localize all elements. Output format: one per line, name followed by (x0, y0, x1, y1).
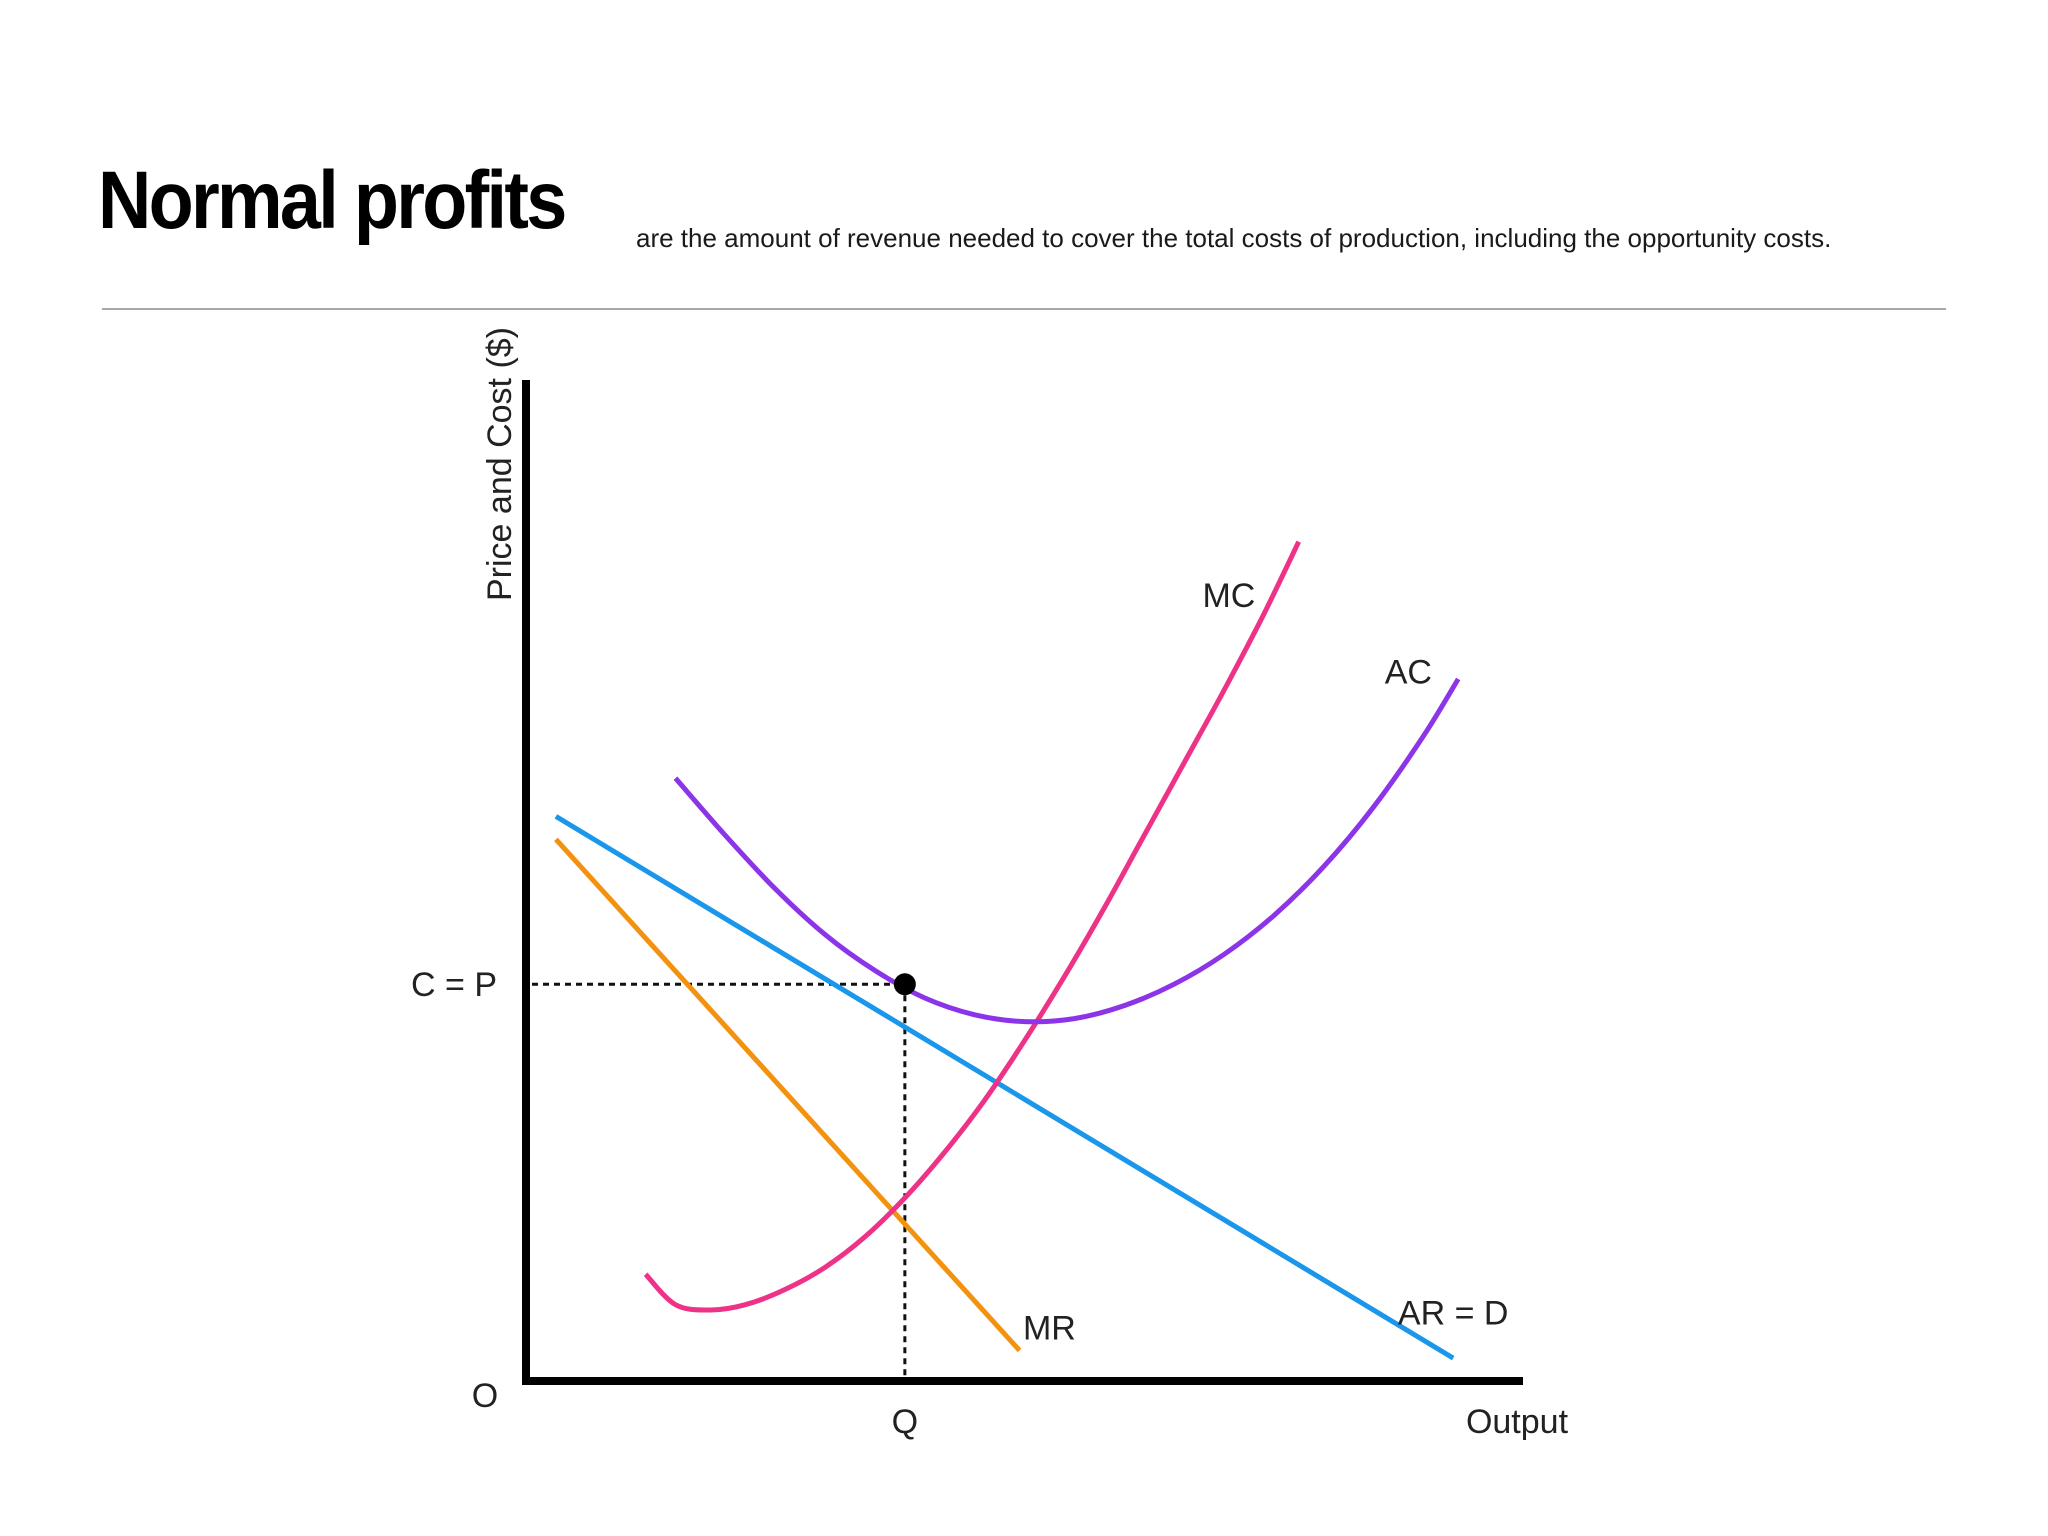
curve-label-mr: MR (1023, 1310, 1076, 1348)
origin-label: O (472, 1377, 498, 1415)
curves (554, 540, 1461, 1361)
curve-label-mc: MC (1202, 577, 1255, 615)
y-axis-label: Price and Cost ($) (481, 327, 519, 601)
axes (522, 380, 1523, 1385)
title-divider (102, 308, 1946, 310)
curve-label-ac: AC (1385, 653, 1432, 691)
curve-mc (643, 540, 1301, 1313)
x-tick-label-q: Q (892, 1403, 918, 1441)
x-axis-label: Output (1466, 1403, 1569, 1441)
slide-subtitle: are the amount of revenue needed to cove… (636, 223, 1832, 253)
curve-ac (673, 677, 1461, 1025)
y-tick-label-c-p: C = P (411, 966, 497, 1004)
slide-title: Normal profits (98, 155, 567, 246)
labels: Price and Cost ($) Output O Q C = P MC AC AR = … (411, 327, 1569, 1441)
curve-ar-d (554, 814, 1455, 1361)
normal-profit-point (893, 973, 916, 996)
curve-mr (554, 837, 1022, 1353)
curve-label-ar-d: AR = D (1398, 1294, 1509, 1332)
guide-lines (532, 982, 907, 1377)
marks (893, 973, 916, 996)
